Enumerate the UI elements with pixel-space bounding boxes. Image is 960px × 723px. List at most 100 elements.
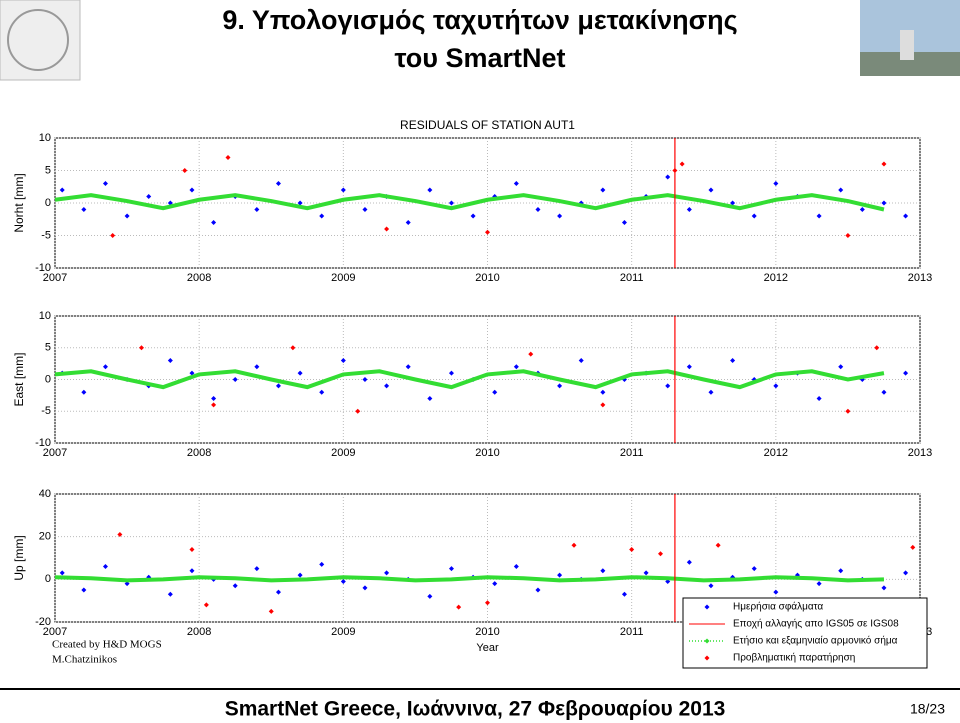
point (340, 578, 346, 584)
point (384, 226, 390, 232)
y-tick-label: -20 (35, 616, 51, 628)
point (535, 587, 541, 593)
legend-marker (704, 655, 710, 661)
point (275, 181, 281, 186)
point (59, 187, 65, 193)
x-tick-label: 2013 (908, 272, 932, 284)
point (81, 587, 87, 593)
x-tick-label: 2008 (187, 447, 211, 459)
credit: M.Chatzinikos (52, 654, 117, 666)
point (773, 383, 779, 389)
y-axis-title: East [mm] (12, 352, 26, 406)
point (254, 207, 260, 212)
point (254, 566, 260, 572)
point (557, 383, 563, 389)
photo-antenna (900, 30, 914, 60)
point (621, 591, 627, 597)
point (189, 546, 195, 552)
point (427, 593, 433, 599)
point (816, 396, 822, 402)
x-tick-label: 2007 (43, 447, 67, 459)
x-tick-label: 2009 (331, 447, 355, 459)
point (427, 396, 433, 402)
point (189, 187, 195, 193)
point (600, 187, 606, 193)
x-tick-label: 2009 (331, 626, 355, 638)
x-tick-label: 2011 (620, 447, 644, 459)
x-tick-label: 2013 (908, 447, 932, 459)
point (225, 155, 231, 160)
point (838, 568, 844, 574)
point (297, 370, 303, 376)
point (182, 168, 188, 173)
point (362, 207, 368, 212)
chart-title: RESIDUALS OF STATION AUT1 (400, 118, 575, 132)
point (355, 408, 361, 414)
point (528, 351, 534, 357)
point (845, 233, 851, 238)
point (362, 377, 368, 382)
point (211, 396, 217, 402)
fit-line (54, 369, 885, 390)
point (708, 583, 714, 589)
point (881, 585, 887, 591)
point (102, 364, 108, 370)
y-tick-label: -10 (35, 262, 51, 274)
point (275, 589, 281, 595)
point (492, 389, 498, 395)
point (470, 213, 476, 219)
point (513, 564, 519, 570)
point (275, 383, 281, 389)
point (167, 591, 173, 597)
point (146, 194, 152, 199)
point (708, 187, 714, 193)
legend-box (682, 597, 928, 669)
point (492, 581, 498, 587)
x-tick-label: 2009 (331, 272, 355, 284)
logo-left (0, 0, 81, 81)
point (600, 402, 606, 408)
point (448, 370, 454, 376)
y-tick-label: -5 (41, 229, 51, 241)
point (427, 187, 433, 193)
point (679, 161, 685, 167)
point (629, 546, 635, 552)
x-tick-label: 2010 (475, 626, 499, 638)
point (405, 364, 411, 370)
point (751, 566, 757, 572)
point (686, 364, 692, 370)
legend-marker (704, 604, 710, 610)
point (102, 564, 108, 570)
x-tick-label: 2010 (475, 272, 499, 284)
x-tick-label: 2011 (620, 272, 644, 284)
point (903, 370, 909, 376)
point (600, 389, 606, 395)
point (600, 568, 606, 574)
y-tick-label: 5 (45, 164, 51, 176)
point (117, 532, 123, 538)
x-tick-label: 2007 (43, 626, 67, 638)
point (297, 572, 303, 578)
point (730, 200, 736, 206)
point (189, 568, 195, 574)
point (881, 200, 887, 206)
x-tick-label: 2010 (475, 447, 499, 459)
point (384, 570, 390, 576)
y-axis-title: Up [mm] (12, 535, 26, 580)
point (903, 570, 909, 576)
point (708, 389, 714, 395)
x-tick-label: 2012 (764, 272, 788, 284)
point (319, 561, 325, 567)
point (686, 207, 692, 212)
y-tick-label: 5 (45, 342, 51, 354)
point (715, 542, 721, 548)
point (456, 604, 462, 610)
point (232, 377, 238, 382)
point (730, 357, 736, 363)
point (110, 233, 116, 238)
point (903, 213, 909, 219)
point (102, 181, 108, 186)
legend-label: Εποχή αλλαγής απο IGS05 σε IGS08 (733, 618, 899, 630)
y-tick-label: -5 (41, 405, 51, 417)
